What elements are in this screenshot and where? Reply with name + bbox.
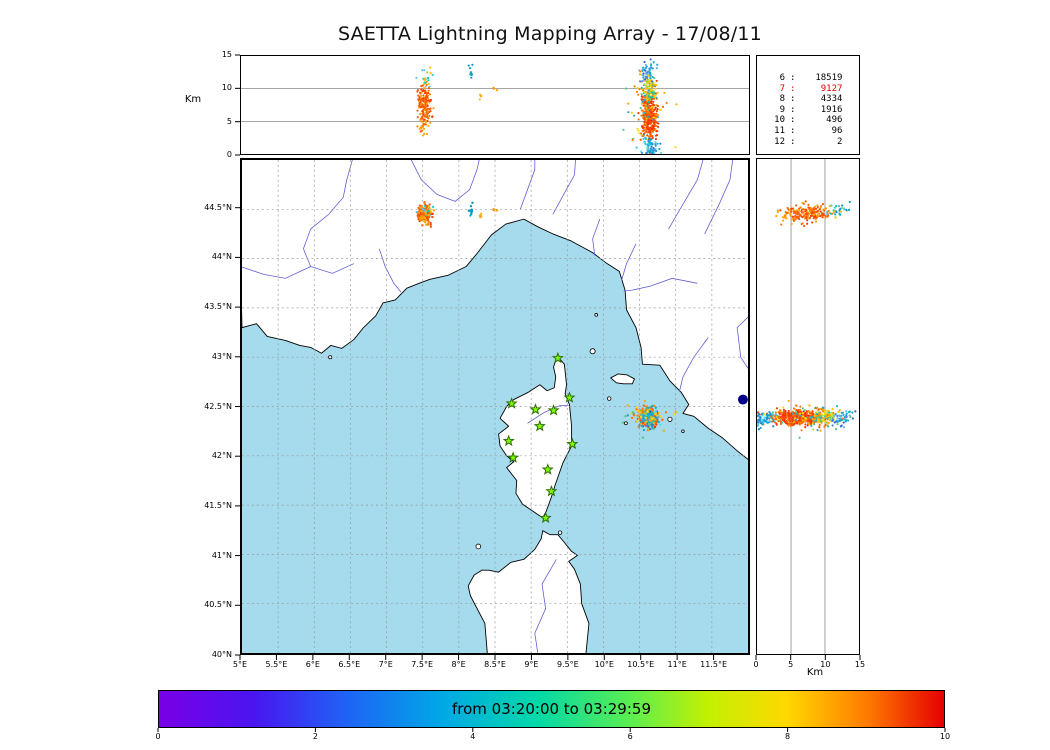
station-star-icon — [566, 437, 579, 450]
lat-tick-label: 40.5°N — [204, 600, 232, 610]
station-star-icon — [547, 404, 560, 416]
right-alt-tick-label: 15 — [854, 660, 866, 669]
station-star-icon — [563, 391, 576, 403]
figure-title: SAETTA Lightning Mapping Array - 17/08/1… — [338, 23, 762, 45]
lon-tick-label: 6.5°E — [338, 660, 361, 669]
alt-count-row: 10:496 — [769, 115, 851, 126]
alt-km-value: 12 — [774, 136, 785, 147]
station-star-icon — [505, 397, 518, 409]
lon-tick-label: 9.5°E — [556, 660, 579, 669]
lon-tick-label: 8°E — [451, 660, 466, 669]
alt-km-value: 8 — [779, 94, 785, 105]
colorbar-tick-label: 10 — [939, 732, 951, 741]
station-star-icon — [551, 351, 564, 364]
alt-lat-plot — [757, 159, 857, 654]
lon-tick-label: 11°E — [667, 660, 687, 669]
lat-tick-label: 44.5°N — [204, 202, 232, 212]
alt-count-row: 6:18519 — [769, 73, 851, 84]
lightning-points-alt-lon — [415, 58, 678, 154]
right-panel-km-axis-label: Km — [806, 667, 824, 678]
alt-count-row: 8:4334 — [769, 94, 851, 105]
right-alt-tick-label: 5 — [788, 660, 794, 669]
source-count-value: 96 — [831, 125, 843, 136]
top-alt-tick-label: 15 — [221, 50, 232, 59]
alt-lon-plot — [241, 58, 749, 154]
lon-tick-label: 10.5°E — [627, 660, 655, 669]
lat-tick-label: 43°N — [211, 351, 232, 361]
colorbar-time-range-label: from 03:20:00 to 03:29:59 — [451, 700, 651, 718]
lon-tick-label: 9°E — [524, 660, 539, 669]
top-panel-km-axis-label: Km — [184, 94, 202, 105]
source-count-value: 496 — [826, 115, 843, 126]
dense-early-cluster-dot — [737, 394, 748, 405]
source-count-value: 1916 — [820, 104, 843, 115]
colorbar-tick-label: 0 — [155, 732, 161, 741]
lon-tick-label: 7.5°E — [411, 660, 434, 669]
station-star-icon — [502, 434, 515, 447]
alt-km-value: 6 — [779, 73, 785, 83]
colorbar-tick-label: 8 — [785, 732, 791, 741]
lon-tick-label: 11.5°E — [700, 660, 727, 669]
lon-tick-label: 7°E — [378, 660, 393, 669]
altitude-count-list: 6:18519 7:9127 8:4334 9:1916 10:496 11:96 12:2 — [757, 56, 859, 147]
top-alt-tick-label: 0 — [226, 150, 232, 159]
altitude-histogram-panel: 6:18519 7:9127 8:4334 9:1916 10:496 11:96 12:2 — [756, 55, 860, 155]
alt-count-row: 9:1916 — [769, 105, 851, 116]
alt-count-row: 11:96 — [769, 126, 851, 137]
right-alt-tick-label: 0 — [753, 660, 759, 669]
alt-km-value: 9 — [779, 104, 785, 115]
lat-tick-label: 42°N — [211, 451, 232, 461]
lon-tick-label: 6°E — [305, 660, 320, 669]
station-star-icon — [541, 463, 554, 475]
colorbar-tick-label: 2 — [312, 732, 318, 741]
map-panel — [240, 158, 750, 655]
top-alt-tick-label: 5 — [226, 116, 232, 126]
station-star-icon — [533, 419, 546, 432]
time-colorbar: from 03:20:00 to 03:29:59 — [158, 690, 945, 728]
station-star-icon — [507, 451, 520, 463]
alt-km-value: 10 — [774, 115, 785, 126]
lat-tick-label: 43.5°N — [204, 302, 232, 312]
lat-tick-label: 41°N — [211, 550, 232, 560]
map-plot — [242, 160, 748, 653]
lat-tick-label: 44°N — [211, 252, 232, 262]
top-alt-tick-label: 10 — [221, 83, 232, 93]
alt-count-row: 7:9127 — [769, 84, 851, 95]
lon-tick-label: 5°E — [232, 660, 248, 669]
rivers — [242, 160, 748, 653]
altitude-vs-latitude-panel — [756, 158, 860, 655]
station-star-icon — [529, 403, 542, 415]
colorbar-tick-label: 6 — [627, 732, 633, 741]
lon-tick-label: 8.5°E — [484, 660, 506, 669]
altitude-vs-longitude-panel — [240, 55, 750, 155]
lightning-points-alt-lat — [757, 200, 857, 439]
landmasses-coastlines — [242, 160, 748, 653]
lat-tick-label: 41.5°N — [204, 500, 232, 510]
colorbar-tick-label: 4 — [470, 732, 476, 741]
lon-tick-label: 10°E — [594, 660, 614, 669]
station-markers — [502, 351, 579, 524]
source-count-value: 18519 — [815, 73, 843, 83]
station-star-icon — [545, 484, 558, 497]
alt-count-row: 12:2 — [769, 137, 851, 148]
source-count-value: 9127 — [820, 83, 843, 94]
source-count-value: 2 — [837, 136, 843, 147]
lon-tick-label: 5.5°E — [265, 660, 288, 669]
source-count-value: 4334 — [820, 94, 843, 105]
map-graticule — [242, 160, 748, 653]
alt-km-value: 11 — [774, 125, 785, 136]
station-star-icon — [539, 511, 552, 524]
right-alt-tick-label: 10 — [820, 660, 831, 669]
alt-km-value: 7 — [779, 83, 785, 94]
lat-tick-label: 40°N — [211, 650, 232, 659]
lat-tick-label: 42.5°N — [204, 401, 232, 411]
lightning-points-map — [415, 201, 677, 439]
